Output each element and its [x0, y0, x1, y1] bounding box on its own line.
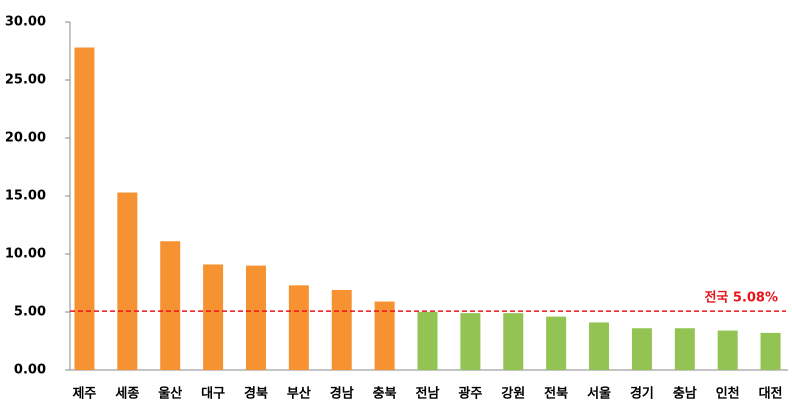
y-tick-label: 0.00 — [14, 363, 46, 378]
x-tick-label: 세종 — [115, 387, 139, 402]
y-tick-label: 5.00 — [14, 305, 46, 320]
y-tick-label: 20.00 — [5, 131, 46, 146]
reference-label: 전국 5.08% — [704, 290, 778, 306]
x-tick-label: 충남 — [673, 386, 697, 402]
x-tick-label: 제주 — [72, 387, 96, 402]
x-tick-label: 경북 — [244, 386, 268, 402]
bar — [117, 192, 138, 370]
x-tick-label: 강원 — [501, 386, 525, 402]
x-tick-label: 경기 — [630, 386, 654, 402]
bar — [589, 322, 610, 370]
x-tick-label: 부산 — [287, 386, 311, 402]
bar — [288, 285, 309, 370]
x-tick-label: 인천 — [716, 386, 740, 402]
bar — [503, 313, 524, 370]
y-tick-label: 30.00 — [5, 15, 46, 30]
bar — [417, 312, 438, 370]
x-tick-label: 경남 — [330, 386, 354, 402]
bar — [674, 328, 695, 370]
bar — [717, 330, 738, 370]
bar — [460, 313, 481, 370]
bar — [160, 241, 181, 370]
bar — [760, 332, 781, 370]
bar — [374, 301, 395, 370]
x-tick-label: 충북 — [373, 386, 397, 402]
bar — [245, 265, 266, 370]
x-tick-label: 전북 — [544, 386, 568, 402]
x-tick-label: 울산 — [158, 386, 182, 402]
y-tick-label: 25.00 — [5, 73, 46, 88]
bar — [331, 289, 352, 370]
bar — [546, 316, 567, 370]
x-tick-label: 전남 — [416, 386, 440, 402]
bar — [74, 47, 95, 371]
x-tick-label: 대구 — [201, 387, 225, 402]
bar — [203, 264, 224, 370]
bar — [631, 328, 652, 370]
x-tick-label: 대전 — [759, 386, 783, 402]
x-tick-label: 광주 — [458, 387, 482, 402]
x-tick-label: 서울 — [587, 386, 611, 402]
y-tick-label: 10.00 — [5, 247, 46, 262]
y-tick-label: 15.00 — [5, 189, 46, 204]
